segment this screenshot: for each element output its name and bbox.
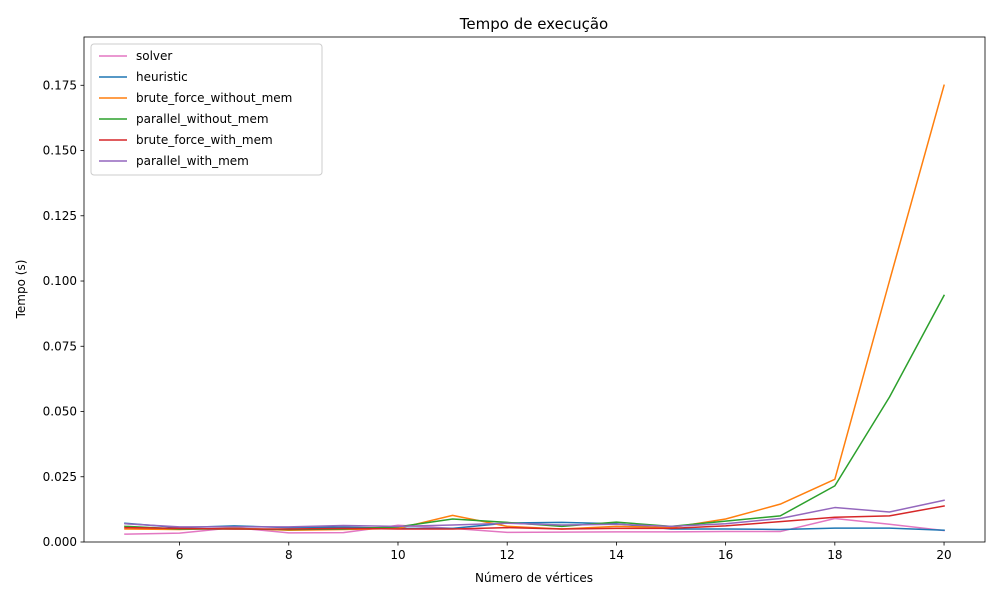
- x-tick-label: 10: [390, 548, 405, 562]
- x-tick-label: 14: [609, 548, 624, 562]
- y-axis-label: Tempo (s): [14, 260, 28, 320]
- y-axis: 0.000 0.025 0.050 0.075 0.100 0.125 0.150 0.175: [43, 78, 84, 549]
- y-tick-label: 0.175: [43, 78, 77, 92]
- x-tick-label: 18: [827, 548, 842, 562]
- y-tick-label: 0.100: [43, 274, 77, 288]
- legend-label-parallel-without-mem: parallel_without_mem: [136, 112, 269, 126]
- y-tick-label: 0.000: [43, 535, 77, 549]
- plot-frame: [83, 36, 986, 543]
- legend-label-brute-force-with-mem: brute_force_with_mem: [136, 133, 273, 147]
- x-tick-label: 12: [500, 548, 515, 562]
- legend-label-solver: solver: [136, 49, 172, 63]
- legend: solver heuristic brute_force_without_mempa…: [90, 43, 323, 176]
- legend-label-parallel-with-mem: parallel_with_mem: [136, 154, 249, 168]
- x-tick-label: 6: [176, 548, 184, 562]
- plot-area: [83, 36, 986, 543]
- y-tick-label: 0.050: [43, 405, 77, 419]
- series-line-solver: [124, 517, 945, 535]
- x-tick-label: 16: [718, 548, 733, 562]
- x-tick-label: 20: [936, 548, 951, 562]
- legend-box: [90, 43, 323, 176]
- y-tick-label: 0.150: [43, 144, 77, 158]
- series-line-parallel-with-mem: [124, 499, 945, 528]
- legend-label-heuristic: heuristic: [136, 70, 188, 84]
- x-tick-label: 8: [285, 548, 293, 562]
- x-axis: 6 8 10 12 14 16 18 20: [176, 542, 952, 562]
- y-tick-label: 0.075: [43, 339, 77, 353]
- y-tick-label: 0.125: [43, 209, 77, 223]
- chart-title: Tempo de execução: [459, 15, 608, 33]
- series-line-brute-force-with-mem: [124, 505, 945, 530]
- x-axis-label: Número de vértices: [475, 571, 593, 585]
- series-line-parallel-without-mem: [124, 294, 946, 531]
- y-tick-label: 0.025: [43, 470, 77, 484]
- legend-label-brute-force-without-mem: brute_force_without_mem: [136, 91, 292, 105]
